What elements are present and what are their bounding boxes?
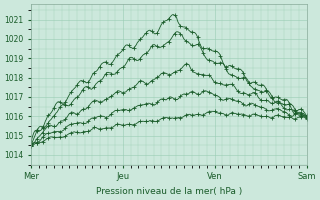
X-axis label: Pression niveau de la mer( hPa ): Pression niveau de la mer( hPa ) (96, 187, 242, 196)
